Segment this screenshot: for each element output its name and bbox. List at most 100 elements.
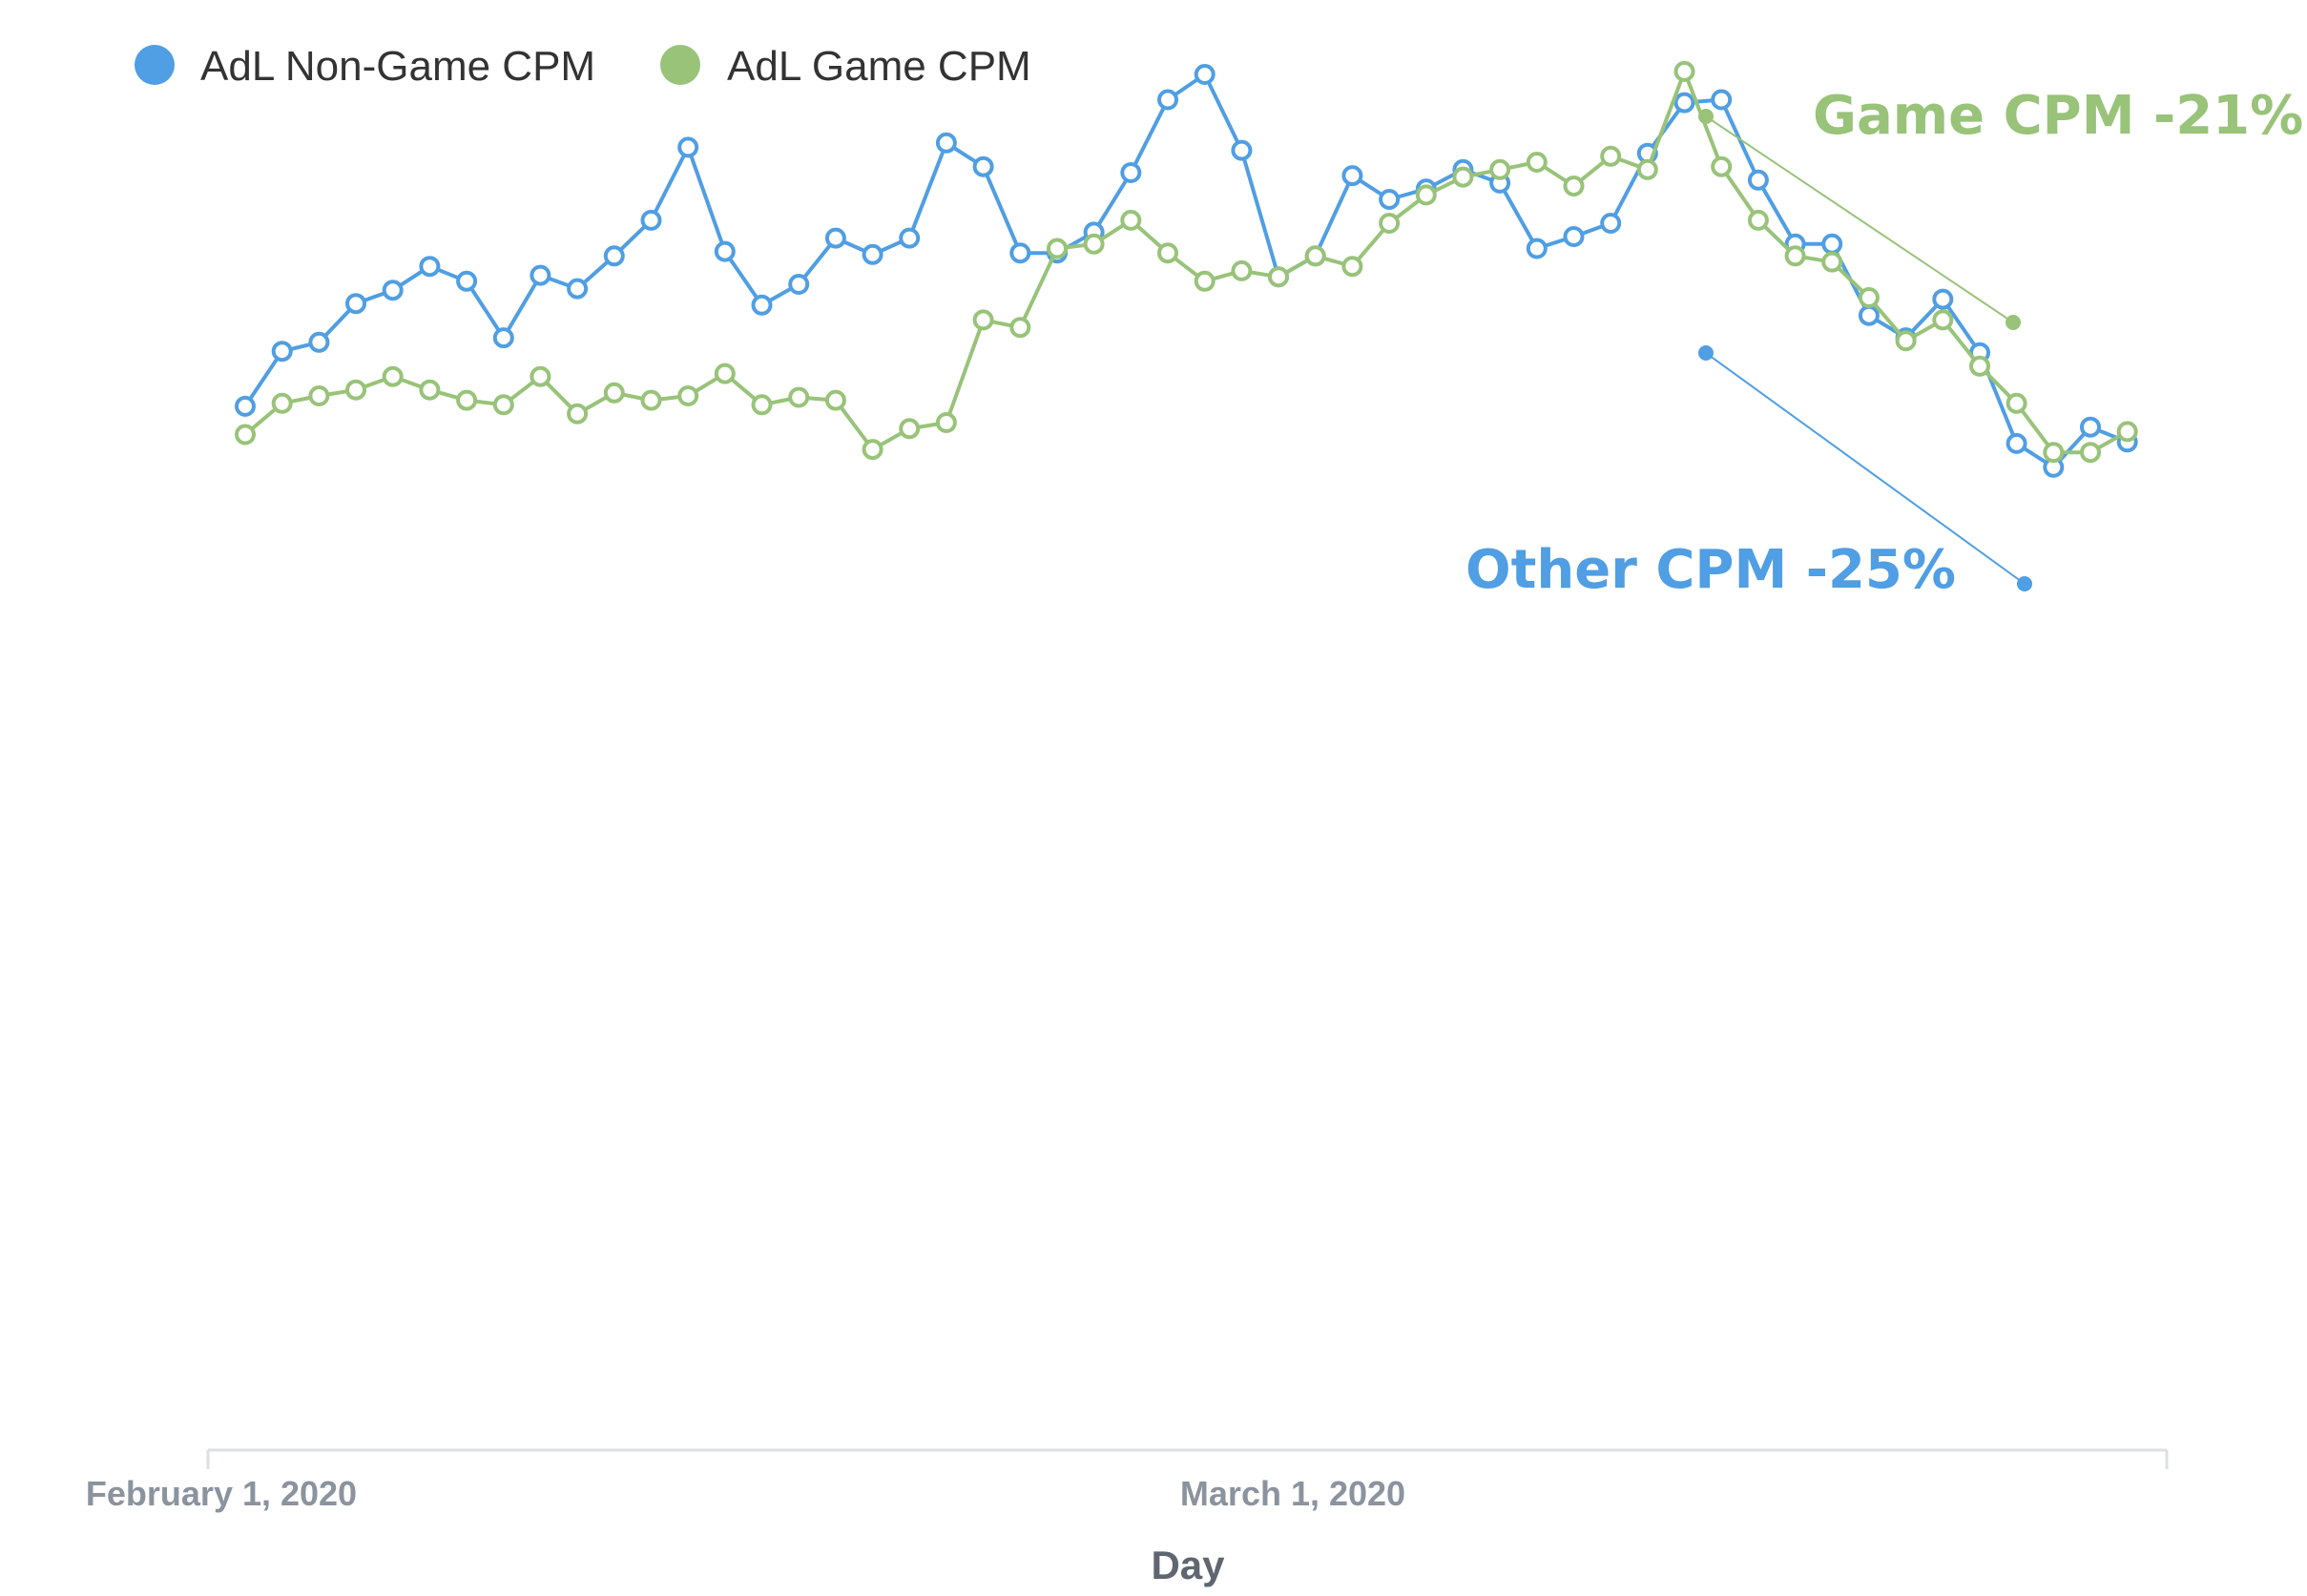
data-point-game[interactable] [1231, 259, 1253, 281]
data-point-game[interactable] [751, 394, 773, 416]
data-point-game[interactable] [1304, 245, 1326, 267]
data-point-non-game[interactable] [1932, 288, 1954, 310]
data-point-non-game[interactable] [492, 327, 514, 349]
data-point-game[interactable] [899, 418, 921, 440]
data-point-non-game[interactable] [271, 341, 293, 363]
data-point-non-game[interactable] [935, 132, 957, 154]
data-point-non-game[interactable] [899, 227, 921, 249]
data-point-game[interactable] [972, 309, 994, 331]
x-axis: February 1, 2020 March 1, 2020 Day [86, 1448, 2169, 1587]
data-point-game[interactable] [308, 385, 330, 406]
data-point-game[interactable] [824, 389, 846, 411]
x-tick-label-mar: March 1, 2020 [1180, 1474, 1405, 1513]
data-point-game[interactable] [1120, 209, 1142, 231]
data-point-game[interactable] [1379, 213, 1401, 234]
data-point-game[interactable] [1563, 176, 1585, 197]
data-point-non-game[interactable] [1858, 304, 1880, 326]
data-point-game[interactable] [492, 394, 514, 416]
legend-item-non-game[interactable]: AdL Non-Game CPM [135, 43, 595, 90]
data-point-game[interactable] [1157, 242, 1178, 264]
data-point-game[interactable] [935, 412, 957, 433]
data-point-non-game[interactable] [382, 280, 404, 301]
data-point-non-game[interactable] [603, 245, 625, 267]
data-point-non-game[interactable] [530, 264, 551, 286]
data-point-non-game[interactable] [751, 294, 773, 316]
data-point-game[interactable] [640, 389, 662, 411]
data-point-game[interactable] [677, 385, 699, 406]
data-point-game[interactable] [1711, 155, 1733, 177]
data-point-non-game[interactable] [308, 331, 330, 353]
data-point-non-game[interactable] [2080, 416, 2101, 438]
data-point-non-game[interactable] [1526, 238, 1548, 259]
data-point-non-game[interactable] [1747, 169, 1769, 191]
data-point-non-game[interactable] [788, 274, 810, 295]
data-point-game[interactable] [419, 379, 441, 401]
annotation-other-trend-line [1705, 352, 2026, 585]
data-point-game[interactable] [2116, 421, 2138, 443]
data-point-game[interactable] [456, 389, 478, 411]
data-point-game[interactable] [1600, 145, 1622, 167]
data-point-game[interactable] [1969, 355, 1990, 377]
data-point-non-game[interactable] [1157, 89, 1178, 111]
data-point-game[interactable] [714, 363, 736, 384]
data-point-game[interactable] [1784, 245, 1806, 267]
data-point-non-game[interactable] [972, 155, 994, 177]
data-point-non-game[interactable] [2006, 432, 2027, 454]
data-point-game[interactable] [1673, 60, 1695, 82]
data-point-non-game[interactable] [1231, 139, 1253, 161]
data-point-game[interactable] [1489, 158, 1511, 180]
data-point-non-game[interactable] [862, 243, 883, 265]
annotation-other-label: Other CPM -25% [1465, 539, 1956, 601]
data-point-non-game[interactable] [714, 240, 736, 262]
data-point-non-game[interactable] [1009, 242, 1031, 264]
data-point-non-game[interactable] [677, 136, 699, 158]
data-point-game[interactable] [345, 379, 366, 401]
annotation-game-trend-line [1705, 115, 2014, 323]
data-point-game[interactable] [1526, 152, 1548, 173]
data-point-game[interactable] [1268, 266, 1289, 288]
data-point-game[interactable] [1047, 238, 1068, 259]
data-point-game[interactable] [1821, 251, 1843, 273]
data-point-game[interactable] [2080, 442, 2101, 464]
data-point-game[interactable] [1452, 166, 1474, 188]
data-point-game[interactable] [271, 392, 293, 414]
data-point-non-game[interactable] [1341, 165, 1363, 187]
data-point-game[interactable] [1415, 184, 1437, 206]
data-point-game[interactable] [2006, 392, 2027, 414]
data-point-non-game[interactable] [345, 293, 366, 315]
data-point-game[interactable] [235, 424, 256, 446]
data-point-game[interactable] [1636, 158, 1658, 180]
data-point-non-game[interactable] [1379, 189, 1401, 210]
data-point-game[interactable] [1747, 209, 1769, 231]
data-point-non-game[interactable] [824, 227, 846, 249]
legend-item-game[interactable]: AdL Game CPM [660, 43, 1031, 90]
data-point-game[interactable] [862, 439, 883, 461]
data-point-non-game[interactable] [1120, 162, 1142, 183]
data-point-non-game[interactable] [1194, 64, 1216, 85]
data-point-game[interactable] [382, 365, 404, 387]
data-point-game[interactable] [1895, 330, 1917, 352]
data-point-non-game[interactable] [640, 209, 662, 231]
data-point-game[interactable] [1932, 309, 1954, 331]
data-point-game[interactable] [788, 386, 810, 408]
data-point-game[interactable] [1083, 233, 1105, 255]
data-point-non-game[interactable] [1600, 213, 1622, 234]
data-point-game[interactable] [2043, 442, 2065, 464]
data-point-non-game[interactable] [235, 395, 256, 417]
data-point-non-game[interactable] [1821, 233, 1843, 255]
data-point-non-game[interactable] [1563, 226, 1585, 247]
data-point-non-game[interactable] [567, 278, 589, 300]
data-point-non-game[interactable] [1711, 89, 1733, 111]
data-point-game[interactable] [603, 382, 625, 404]
data-point-game[interactable] [1341, 256, 1363, 278]
data-point-non-game[interactable] [456, 270, 478, 292]
data-point-game[interactable] [530, 365, 551, 387]
data-point-game[interactable] [1858, 287, 1880, 308]
data-point-game[interactable] [1194, 270, 1216, 292]
data-point-game[interactable] [1009, 317, 1031, 339]
legend-dot-game-icon [660, 45, 700, 85]
data-point-non-game[interactable] [1673, 92, 1695, 114]
data-point-game[interactable] [567, 403, 589, 425]
data-point-non-game[interactable] [419, 256, 441, 278]
